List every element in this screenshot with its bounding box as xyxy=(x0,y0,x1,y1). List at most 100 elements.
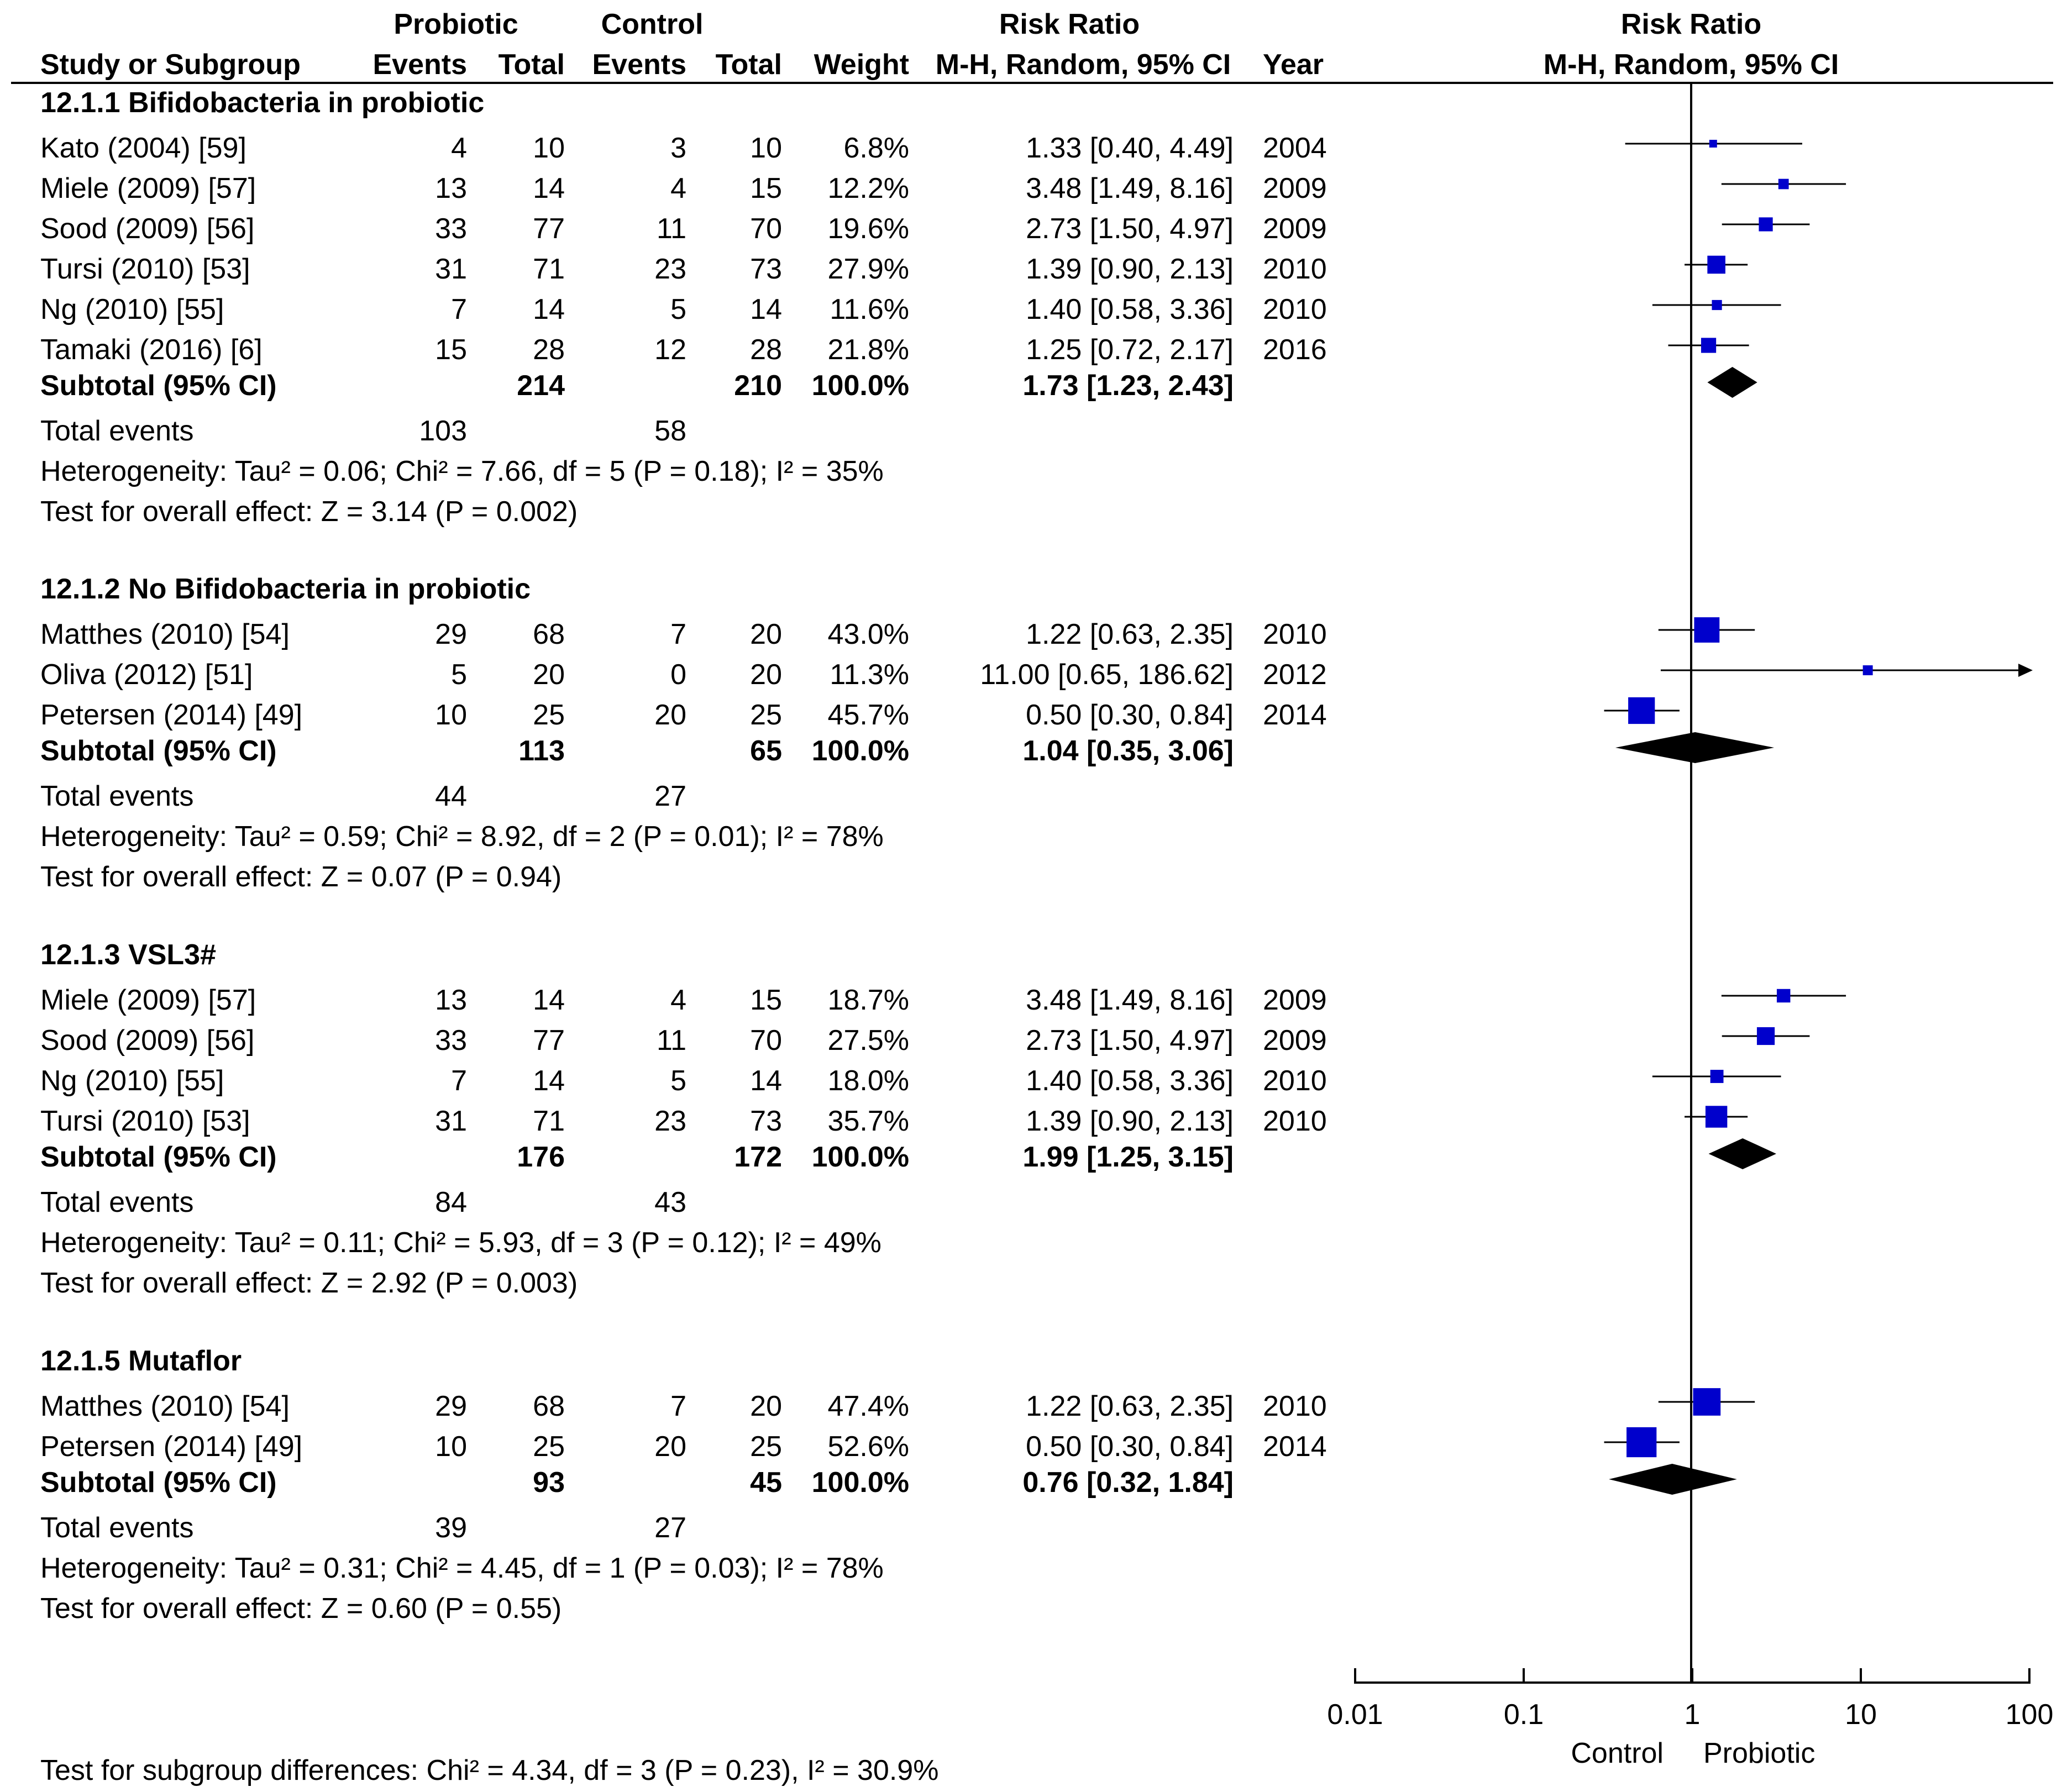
probiotic-events: 5 xyxy=(451,659,467,691)
subtotal-ci: 1.73 [1.23, 2.43] xyxy=(1022,370,1234,402)
probiotic-total: 77 xyxy=(533,1024,565,1057)
risk-ratio-ci: 1.22 [0.63, 2.35] xyxy=(1026,1390,1234,1422)
study-name: Sood (2009) [56] xyxy=(40,213,255,245)
study-year: 2009 xyxy=(1263,984,1327,1016)
control-total: 20 xyxy=(750,1390,782,1422)
total-events-control: 27 xyxy=(654,780,686,812)
x-axis-tick-label: 100 xyxy=(2005,1699,2054,1731)
point-estimate-marker xyxy=(1626,1427,1657,1458)
risk-ratio-ci: 0.50 [0.30, 0.84] xyxy=(1026,699,1234,731)
total-events-control: 43 xyxy=(654,1186,686,1218)
total-events-probiotic: 39 xyxy=(435,1512,467,1544)
control-events: 4 xyxy=(670,984,686,1016)
header-control: Control xyxy=(601,8,704,40)
header-method: M-H, Random, 95% CI xyxy=(935,49,1231,81)
study-name: Oliva (2012) [51] xyxy=(40,659,253,691)
probiotic-events: 29 xyxy=(435,618,467,650)
study-weight: 35.7% xyxy=(827,1105,909,1137)
header-probiotic: Probiotic xyxy=(393,8,518,40)
study-weight: 52.6% xyxy=(827,1431,909,1463)
study-year: 2009 xyxy=(1263,1024,1327,1057)
control-events: 5 xyxy=(670,293,686,325)
control-total: 20 xyxy=(750,659,782,691)
overall-effect-text: Test for overall effect: Z = 3.14 (P = 0… xyxy=(40,496,578,528)
overall-effect-text: Test for overall effect: Z = 2.92 (P = 0… xyxy=(40,1267,578,1299)
overall-effect-text: Test for overall effect: Z = 0.60 (P = 0… xyxy=(40,1593,562,1625)
header-events-probiotic: Events xyxy=(372,49,467,81)
probiotic-total: 14 xyxy=(533,172,565,204)
probiotic-events: 10 xyxy=(435,1431,467,1463)
point-estimate-marker xyxy=(1693,1388,1721,1416)
study-year: 2004 xyxy=(1263,132,1327,164)
point-estimate-marker xyxy=(1776,989,1791,1003)
total-events-control: 58 xyxy=(654,415,686,447)
study-year: 2010 xyxy=(1263,618,1327,650)
total-events-control: 27 xyxy=(654,1512,686,1544)
total-events-label: Total events xyxy=(40,1512,194,1544)
study-weight: 11.3% xyxy=(830,659,909,691)
subtotal-control-total: 45 xyxy=(750,1467,782,1499)
study-name: Petersen (2014) [49] xyxy=(40,1431,303,1463)
subtotal-ci: 1.99 [1.25, 3.15] xyxy=(1022,1141,1234,1173)
point-estimate-marker xyxy=(1709,140,1717,148)
subgroup-title: 12.1.3 VSL3# xyxy=(40,939,216,971)
point-estimate-marker xyxy=(1694,617,1720,643)
probiotic-total: 71 xyxy=(533,253,565,285)
study-name: Sood (2009) [56] xyxy=(40,1024,255,1057)
control-events: 0 xyxy=(670,659,686,691)
risk-ratio-ci: 1.22 [0.63, 2.35] xyxy=(1026,618,1234,650)
probiotic-events: 7 xyxy=(451,1065,467,1097)
study-year: 2010 xyxy=(1263,293,1327,325)
control-events: 11 xyxy=(657,213,686,245)
probiotic-total: 10 xyxy=(533,132,565,164)
control-events: 12 xyxy=(654,334,686,366)
subtotal-weight: 100.0% xyxy=(811,370,909,402)
probiotic-events: 33 xyxy=(435,1024,467,1057)
study-weight: 11.6% xyxy=(830,293,909,325)
header-study: Study or Subgroup xyxy=(40,49,301,81)
subtotal-probiotic-total: 176 xyxy=(517,1141,565,1173)
probiotic-total: 77 xyxy=(533,213,565,245)
control-total: 73 xyxy=(750,253,782,285)
subtotal-diamond xyxy=(1609,1464,1737,1495)
study-name: Tursi (2010) [53] xyxy=(40,253,250,285)
probiotic-events: 13 xyxy=(435,172,467,204)
risk-ratio-ci: 1.39 [0.90, 2.13] xyxy=(1026,253,1234,285)
control-total: 14 xyxy=(750,293,782,325)
subtotal-weight: 100.0% xyxy=(811,1141,909,1173)
subtotal-control-total: 210 xyxy=(734,370,782,402)
risk-ratio-ci: 3.48 [1.49, 8.16] xyxy=(1026,984,1234,1016)
study-name: Miele (2009) [57] xyxy=(40,172,256,204)
control-total: 25 xyxy=(750,1431,782,1463)
study-weight: 21.8% xyxy=(827,334,909,366)
total-events-label: Total events xyxy=(40,780,194,812)
subtotal-probiotic-total: 214 xyxy=(517,370,565,402)
heterogeneity-text: Heterogeneity: Tau² = 0.11; Chi² = 5.93,… xyxy=(40,1227,882,1259)
control-events: 23 xyxy=(654,253,686,285)
probiotic-events: 7 xyxy=(451,293,467,325)
probiotic-events: 31 xyxy=(435,253,467,285)
probiotic-events: 29 xyxy=(435,1390,467,1422)
header-method-plot: M-H, Random, 95% CI xyxy=(1543,49,1839,81)
subtotal-label: Subtotal (95% CI) xyxy=(40,1467,277,1499)
subtotal-label: Subtotal (95% CI) xyxy=(40,735,277,767)
point-estimate-marker xyxy=(1707,255,1725,274)
header-total-control: Total xyxy=(715,49,782,81)
risk-ratio-ci: 0.50 [0.30, 0.84] xyxy=(1026,1431,1234,1463)
study-name: Ng (2010) [55] xyxy=(40,1065,224,1097)
point-estimate-marker xyxy=(1712,299,1722,311)
study-weight: 6.8% xyxy=(843,132,909,164)
point-estimate-marker xyxy=(1701,338,1717,353)
study-weight: 18.7% xyxy=(827,984,909,1016)
subtotal-weight: 100.0% xyxy=(811,735,909,767)
header-weight: Weight xyxy=(814,49,909,81)
x-axis-tick-label: 10 xyxy=(1845,1699,1877,1731)
study-year: 2010 xyxy=(1263,1065,1327,1097)
overall-effect-text: Test for overall effect: Z = 0.07 (P = 0… xyxy=(40,861,562,893)
control-total: 10 xyxy=(750,132,782,164)
study-weight: 12.2% xyxy=(827,172,909,204)
study-name: Miele (2009) [57] xyxy=(40,984,256,1016)
control-total: 70 xyxy=(750,213,782,245)
